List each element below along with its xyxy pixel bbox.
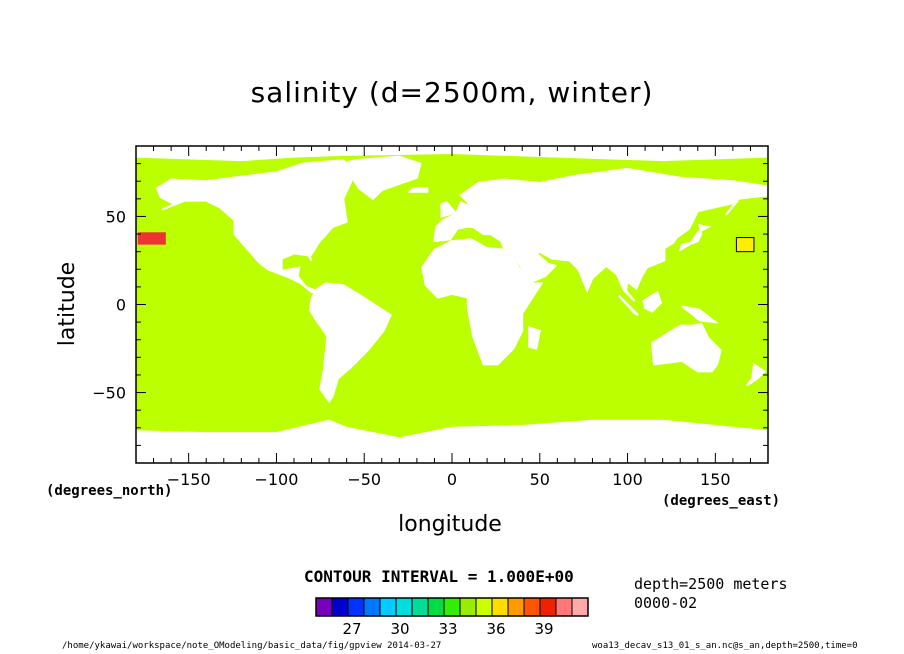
- depth-info: depth=2500 meters: [634, 575, 788, 593]
- colorbar-swatch: [443, 597, 461, 617]
- y-tick-label: 0: [116, 296, 126, 315]
- colorbar-swatch: [331, 597, 349, 617]
- x-tick-label: 50: [530, 470, 550, 489]
- land-mask: [528, 326, 541, 350]
- colorbar: 27 30 33 36 39: [315, 597, 589, 638]
- chart-title: salinity (d=2500m, winter): [250, 76, 654, 109]
- x-axis-unit: (degrees_east): [662, 493, 781, 509]
- colorbar-label: 36: [486, 620, 505, 638]
- colorbar-swatch: [523, 597, 541, 617]
- x-tick-label: 0: [447, 470, 457, 489]
- x-tick-label: 100: [612, 470, 643, 489]
- land-mask: [618, 294, 639, 316]
- colorbar-swatch: [363, 597, 381, 617]
- salinity-map: [135, 145, 769, 464]
- colorbar-swatch: [411, 597, 429, 617]
- footer-source: woa13_decav_s13_01_s_an.nc@s_an,depth=25…: [592, 641, 858, 651]
- x-axis-label: longitude: [398, 512, 502, 537]
- y-axis-unit: (degrees_north): [46, 483, 173, 499]
- x-tick-label: −100: [254, 470, 298, 489]
- colorbar-label: 39: [534, 620, 553, 638]
- colorbar-swatch: [571, 597, 589, 617]
- contour-interval-text: CONTOUR INTERVAL = 1.000E+00: [304, 567, 574, 586]
- colorbar-label: 30: [390, 620, 409, 638]
- x-tick-label: −50: [347, 470, 381, 489]
- land-mask: [440, 201, 458, 218]
- x-tick-label: −150: [167, 470, 211, 489]
- colorbar-frame: [315, 597, 589, 617]
- salinity-patch-2: [735, 237, 755, 253]
- land-mask: [155, 159, 357, 294]
- salinity-patch-1: [137, 232, 166, 245]
- colorbar-swatch: [507, 597, 525, 617]
- colorbar-swatch: [491, 597, 509, 617]
- land-mask: [678, 224, 712, 253]
- land-mask: [421, 238, 544, 366]
- land-mask: [433, 167, 769, 302]
- colorbar-swatch: [395, 597, 413, 617]
- colorbar-label: 33: [438, 620, 457, 638]
- y-tick-label: 50: [106, 207, 126, 226]
- land-mask: [681, 305, 719, 324]
- y-tick-label: −50: [92, 384, 126, 403]
- land-mask: [642, 290, 663, 313]
- land-mask: [651, 322, 722, 373]
- y-axis-label: latitude: [55, 261, 80, 347]
- land-mask: [746, 362, 767, 387]
- land-mask: [407, 187, 429, 193]
- colorbar-swatch: [427, 597, 445, 617]
- colorbar-swatch: [555, 597, 573, 617]
- land-mask: [325, 155, 422, 201]
- x-tick-label: 150: [700, 470, 731, 489]
- colorbar-swatch: [347, 597, 365, 617]
- footer-path: /home/ykawai/workspace/note_OModeling/ba…: [62, 641, 442, 651]
- colorbar-label: 27: [342, 620, 361, 638]
- time-info: 0000-02: [634, 594, 698, 612]
- land-mask: [308, 282, 392, 404]
- colorbar-swatch: [475, 597, 493, 617]
- colorbar-swatch: [315, 597, 333, 617]
- colorbar-swatch: [459, 597, 477, 617]
- colorbar-swatch: [379, 597, 397, 617]
- axes: −150 −100 −50 0 50 100 150 −50 0 50: [92, 145, 769, 489]
- colorbar-swatch: [539, 597, 557, 617]
